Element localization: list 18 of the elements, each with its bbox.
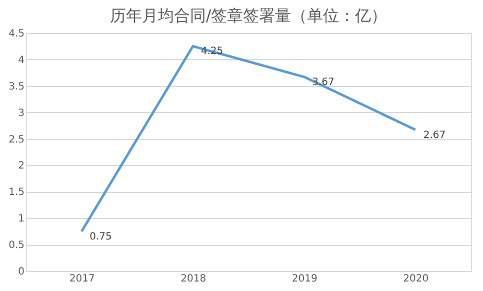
y-tick-label: 0.5 — [8, 240, 24, 252]
x-tick-label: 2020 — [403, 274, 429, 284]
line-series — [80, 44, 417, 233]
y-tick-label: 2 — [18, 160, 24, 172]
data-label: 0.75 — [90, 231, 112, 242]
x-tick-label: 2018 — [180, 274, 206, 284]
y-tick-label: 1.5 — [8, 187, 24, 198]
data-label: 2.67 — [423, 130, 446, 141]
y-tick-label: 0 — [18, 266, 24, 278]
chart-title: 历年月均合同/签章签署量（单位：亿） — [110, 6, 388, 25]
y-tick-label: 4.5 — [8, 28, 24, 40]
y-tick-label: 1 — [18, 214, 24, 225]
y-tick-label: 2.5 — [8, 134, 24, 146]
y-tick-label: 3.5 — [8, 81, 24, 92]
y-tick-label: 4 — [18, 54, 24, 66]
y-tick-label: 3 — [18, 108, 24, 119]
x-tick-label: 2019 — [292, 274, 318, 284]
x-tick-label: 2017 — [69, 274, 95, 284]
